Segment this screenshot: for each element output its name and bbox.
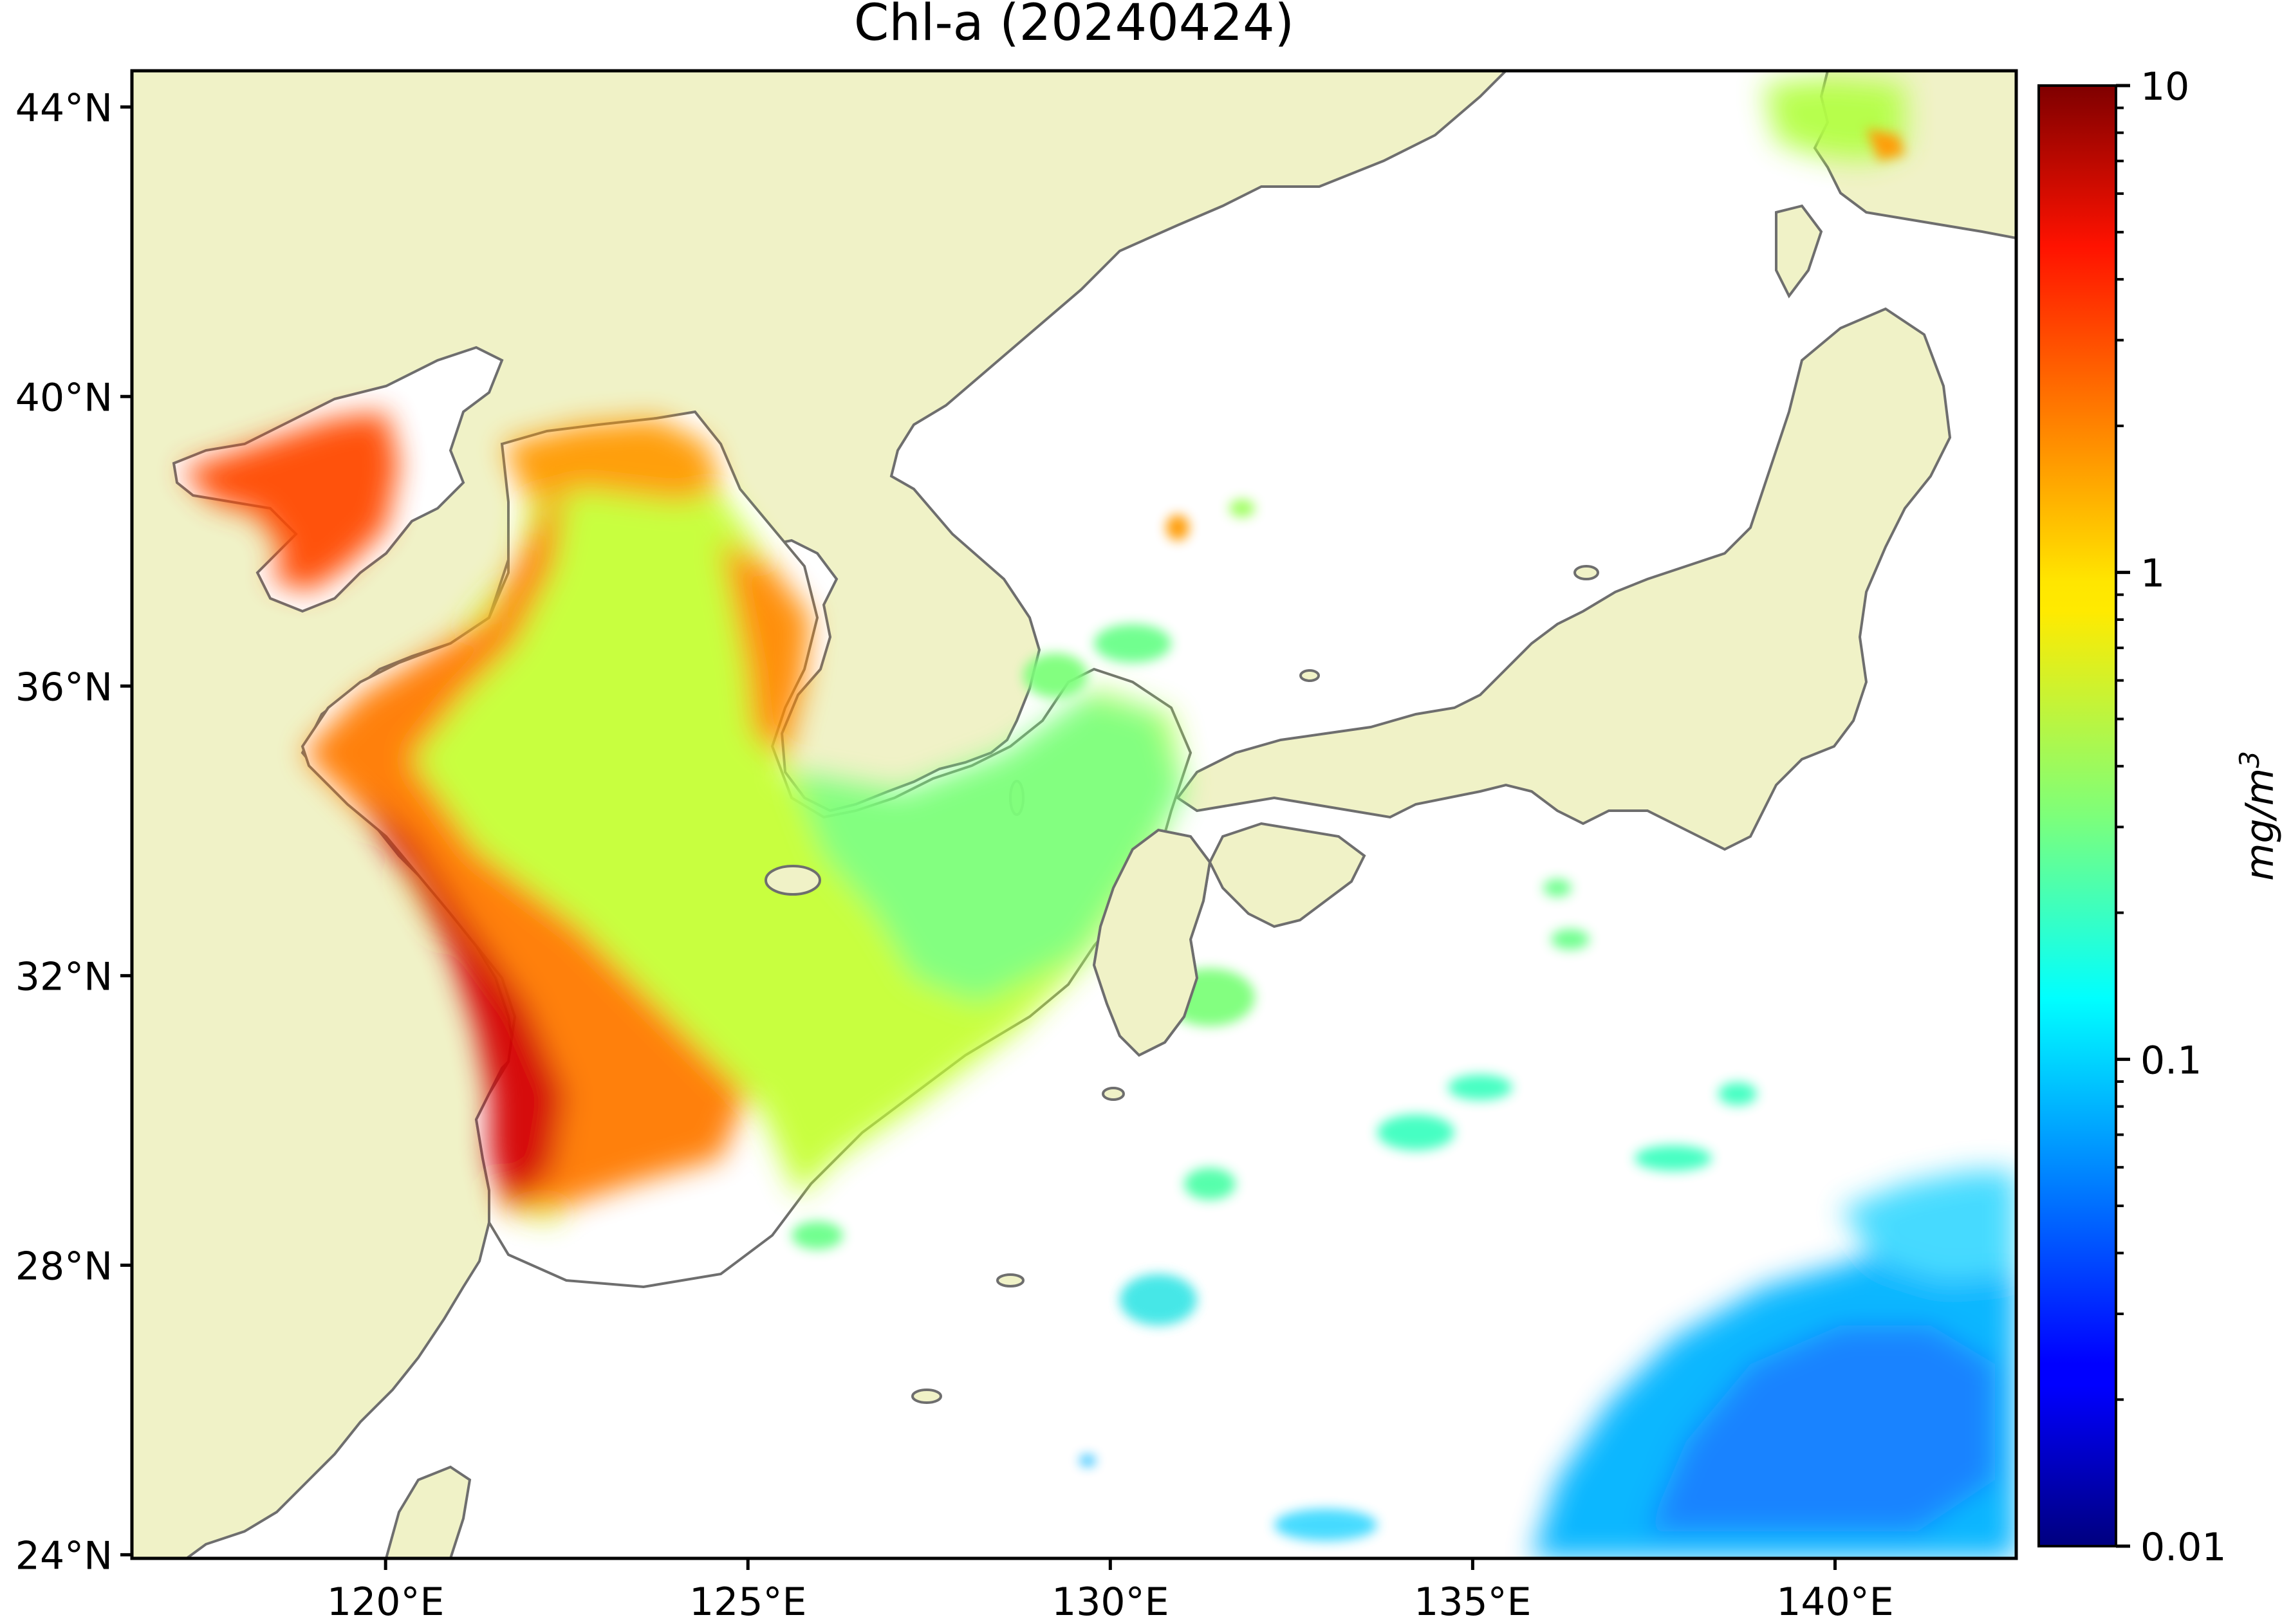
colorbar-tick-label: 0.1 (2140, 1038, 2202, 1083)
chl-patch-pacific-4 (1448, 1075, 1512, 1100)
lat-tick-label: 44°N (15, 86, 113, 131)
chl-field-bohai-orange (180, 412, 399, 592)
lat-tick-label: 28°N (15, 1244, 113, 1289)
lon-tick-label: 130°E (1052, 1580, 1169, 1621)
longitude-axis: 120°E 125°E 130°E 135°E 140°E (327, 1558, 1894, 1624)
land-shikoku (1208, 822, 1366, 928)
chl-field-china-coast-orange (302, 489, 747, 1210)
land-island-okinawa (911, 1389, 942, 1404)
land-honshu (1176, 307, 1952, 851)
lon-tick-label: 125°E (689, 1580, 806, 1621)
colorbar-label: mg/m3 (2234, 751, 2282, 881)
lat-tick-label: 24°N (15, 1533, 113, 1578)
chl-field-hokkaido-orange (1866, 129, 1905, 161)
chl-patch-sea-of-japan-2 (1094, 624, 1171, 663)
chl-patch-pacific-9 (792, 1221, 843, 1250)
chlorophyll-layer (180, 77, 2016, 1558)
chl-field-korea-west-orange (721, 540, 811, 759)
land-taiwan (384, 1465, 472, 1558)
colorbar-label-superscript: 3 (2234, 751, 2265, 768)
chl-patch-pacific-7 (1274, 1509, 1377, 1541)
lat-tick-label: 32°N (15, 954, 113, 999)
chl-patch-sea-of-japan-4 (1229, 499, 1255, 517)
latitude-axis: 44°N 40°N 36°N 32°N 28°N 24°N (15, 86, 132, 1578)
chl-patch-sea-of-japan-1 (1023, 653, 1088, 698)
chl-patch-sea-of-japan-3 (1166, 515, 1189, 540)
colorbar-tick-label: 0.01 (2140, 1525, 2227, 1570)
land-jeju-overlay (765, 865, 821, 896)
chl-patch-pacific-12 (1551, 929, 1590, 950)
lat-tick-label: 40°N (15, 375, 113, 420)
colorbar-ticks: 10 1 0.1 0.01 (2116, 64, 2227, 1570)
land-hokkaido-north (1775, 204, 1823, 299)
lon-tick-label: 140°E (1776, 1580, 1893, 1621)
land-island-tanegashima (1102, 1087, 1125, 1101)
colorbar: 10 1 0.1 0.01 mg/m3 (2037, 64, 2282, 1570)
land-kyushu-overlay (1092, 828, 1212, 1057)
chl-field-pacific-cyan (1841, 1171, 2016, 1280)
chl-patch-pacific-3 (1377, 1114, 1454, 1150)
chl-patch-pacific-6 (1120, 1274, 1197, 1325)
land-island-oki (1299, 669, 1320, 682)
coastline-overlay (765, 828, 1212, 1057)
chl-patch-pacific-11 (1543, 879, 1572, 897)
map-area (132, 71, 2016, 1558)
land-island-sado (1573, 565, 1599, 580)
lat-tick-label: 36°N (15, 665, 113, 710)
chl-field-yangtze-red (360, 791, 566, 1210)
chl-patch-pacific-2 (1184, 1168, 1236, 1200)
colorbar-tick-label: 1 (2140, 551, 2165, 596)
chl-patch-pacific-10 (1080, 1455, 1095, 1466)
colorbar-gradient (2037, 84, 2117, 1547)
chl-field-liaodong-orange (502, 418, 721, 502)
chl-field-pacific-deepblue (1647, 1325, 1995, 1531)
lon-tick-label: 120°E (327, 1580, 444, 1621)
chl-patch-pacific-5 (1635, 1145, 1712, 1171)
chl-patch-pacific-8 (1718, 1082, 1757, 1105)
chl-field-hokkaido-green (1763, 77, 1905, 161)
chl-field-east-china-sea-green (792, 695, 1184, 1004)
lon-tick-label: 135°E (1414, 1580, 1531, 1621)
map-title: Chl-a (20240424) (854, 0, 1294, 52)
colorbar-tick-label: 10 (2140, 64, 2189, 109)
map-frame (130, 69, 2018, 1560)
colorbar-label-unit: mg/m (2238, 768, 2282, 881)
land-island-amami (996, 1273, 1025, 1287)
